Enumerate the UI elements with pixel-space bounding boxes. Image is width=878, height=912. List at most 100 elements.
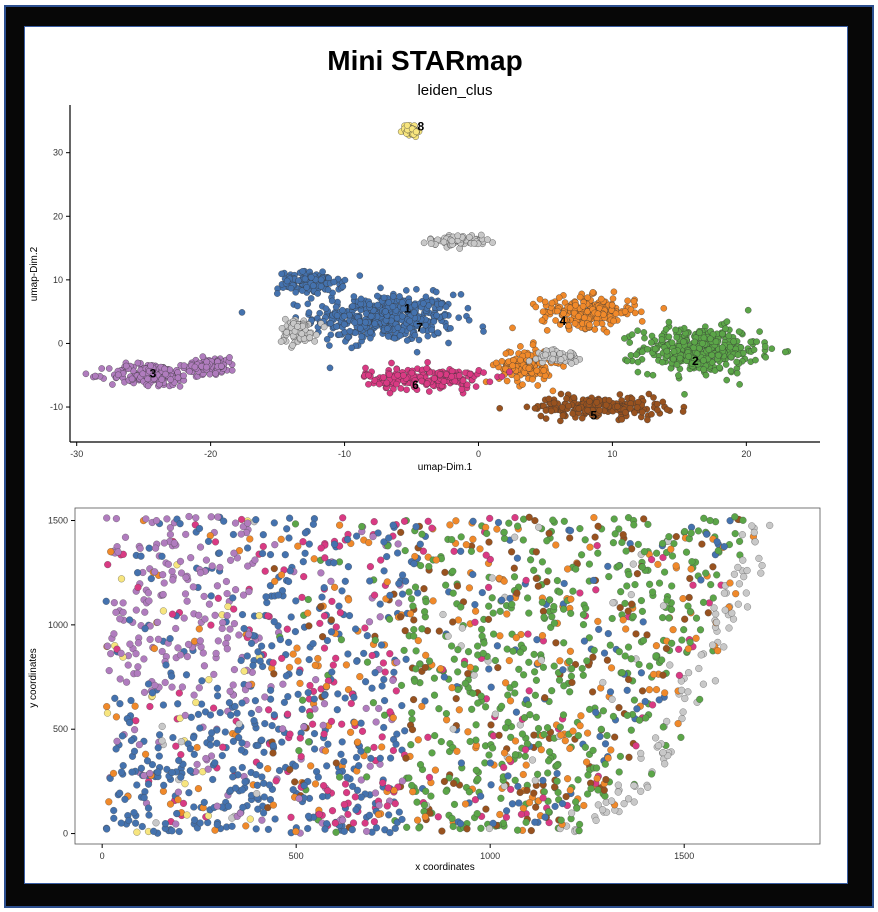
spatial-point-cluster-5	[408, 726, 417, 734]
umap-point-cluster-1	[411, 301, 418, 309]
spatial-point-cluster-2	[449, 822, 457, 831]
spatial-point-cluster-6	[371, 591, 379, 599]
spatial-point-cluster-1	[156, 731, 164, 739]
spatial-point-cluster-7	[458, 624, 466, 632]
spatial-point-cluster-2	[540, 613, 548, 621]
spatial-point-cluster-1	[386, 829, 394, 837]
spatial-point-cluster-3	[230, 666, 238, 674]
spatial-point-cluster-2	[442, 710, 450, 718]
umap-point-cluster-4	[529, 376, 536, 383]
umap-point-cluster-5	[559, 412, 567, 419]
umap-point-cluster-6	[486, 378, 494, 386]
umap-point-cluster-1	[319, 268, 326, 275]
spatial-point-cluster-1	[330, 559, 338, 567]
umap-point-cluster-5	[639, 408, 646, 416]
spatial-point-cluster-1	[471, 601, 479, 609]
spatial-point-cluster-1	[338, 738, 346, 746]
spatial-point-cluster-2	[556, 723, 564, 731]
spatial-point-cluster-5	[327, 616, 335, 624]
spatial-point-cluster-7	[609, 599, 617, 607]
spatial-point-cluster-1	[504, 772, 512, 780]
spatial-point-cluster-1	[551, 802, 559, 810]
spatial-point-cluster-2	[420, 801, 428, 809]
umap-point-cluster-1	[287, 285, 295, 292]
umap-point-cluster-2	[644, 370, 651, 378]
spatial-point-cluster-5	[539, 607, 547, 615]
spatial-point-cluster-4	[469, 535, 477, 543]
spatial-point-cluster-2	[417, 562, 425, 570]
spatial-point-cluster-7	[742, 589, 750, 597]
spatial-point-cluster-1	[357, 747, 365, 755]
spatial-point-cluster-3	[312, 676, 320, 684]
spatial-point-cluster-6	[349, 819, 358, 827]
spatial-point-cluster-1	[341, 694, 349, 702]
spatial-point-cluster-1	[508, 800, 516, 808]
spatial-point-cluster-2	[668, 582, 676, 590]
spatial-point-cluster-2	[560, 682, 568, 690]
spatial-point-cluster-7	[637, 787, 645, 795]
spatial-point-cluster-2	[560, 605, 568, 613]
spatial-point-cluster-1	[592, 708, 600, 716]
spatial-point-cluster-3	[372, 718, 380, 726]
spatial-point-cluster-1	[305, 540, 313, 548]
spatial-point-cluster-1	[367, 754, 375, 762]
spatial-point-cluster-6	[522, 576, 530, 584]
spatial-point-cluster-1	[291, 762, 300, 770]
spatial-point-cluster-1	[477, 792, 485, 800]
spatial-point-cluster-1	[148, 689, 157, 697]
spatial-point-cluster-2	[713, 571, 721, 579]
spatial-point-cluster-6	[521, 746, 530, 754]
umap-y-tick-label: 0	[58, 338, 63, 348]
spatial-point-cluster-4	[307, 762, 315, 770]
spatial-point-cluster-3	[170, 539, 178, 547]
umap-point-cluster-7	[557, 356, 565, 363]
spatial-point-cluster-3	[174, 788, 182, 796]
umap-y-axis-label: umap-Dim.2	[29, 246, 40, 301]
umap-point-cluster-1	[362, 319, 369, 326]
spatial-point-cluster-1	[161, 820, 169, 828]
umap-point-cluster-5	[558, 404, 566, 411]
umap-point-cluster-1	[295, 277, 302, 284]
spatial-point-cluster-1	[189, 734, 198, 742]
spatial-point-cluster-2	[549, 516, 557, 524]
spatial-point-cluster-7	[720, 643, 728, 651]
spatial-point-cluster-2	[450, 800, 459, 808]
spatial-point-cluster-1	[169, 734, 177, 742]
umap-point-cluster-5	[659, 398, 667, 406]
spatial-point-cluster-6	[317, 544, 325, 552]
umap-point-cluster-3	[180, 372, 187, 379]
umap-point-cluster-5	[663, 406, 671, 413]
umap-point-cluster-2	[681, 391, 688, 398]
spatial-point-cluster-2	[467, 547, 475, 555]
umap-point-cluster-5	[614, 403, 621, 410]
spatial-point-cluster-3	[363, 827, 371, 835]
spatial-point-cluster-7	[535, 523, 543, 531]
umap-point-cluster-7	[568, 360, 575, 367]
spatial-point-cluster-2	[586, 705, 594, 713]
spatial-point-cluster-4	[593, 774, 601, 783]
spatial-point-cluster-1	[126, 719, 134, 727]
spatial-point-cluster-4	[580, 801, 588, 810]
spatial-point-cluster-1	[412, 523, 420, 531]
spatial-point-cluster-1	[237, 656, 245, 665]
spatial-point-cluster-3	[140, 655, 148, 663]
umap-point-cluster-1	[415, 336, 423, 344]
spatial-point-cluster-2	[550, 602, 558, 611]
spatial-point-cluster-5	[510, 564, 518, 572]
spatial-point-cluster-2	[567, 609, 575, 617]
spatial-point-cluster-4	[667, 545, 675, 553]
spatial-point-cluster-1	[345, 612, 354, 620]
spatial-point-cluster-2	[668, 552, 677, 560]
umap-point-cluster-4	[594, 310, 602, 318]
spatial-point-cluster-2	[556, 588, 564, 596]
spatial-point-cluster-5	[449, 618, 457, 626]
umap-point-cluster-7	[294, 323, 301, 330]
spatial-point-cluster-5	[659, 671, 667, 679]
spatial-point-cluster-1	[251, 697, 259, 705]
umap-point-cluster-5	[593, 399, 601, 406]
spatial-point-cluster-2	[477, 692, 485, 700]
spatial-point-cluster-2	[569, 587, 577, 595]
spatial-point-cluster-2	[412, 647, 420, 655]
spatial-y-tick-label: 1000	[48, 620, 68, 630]
